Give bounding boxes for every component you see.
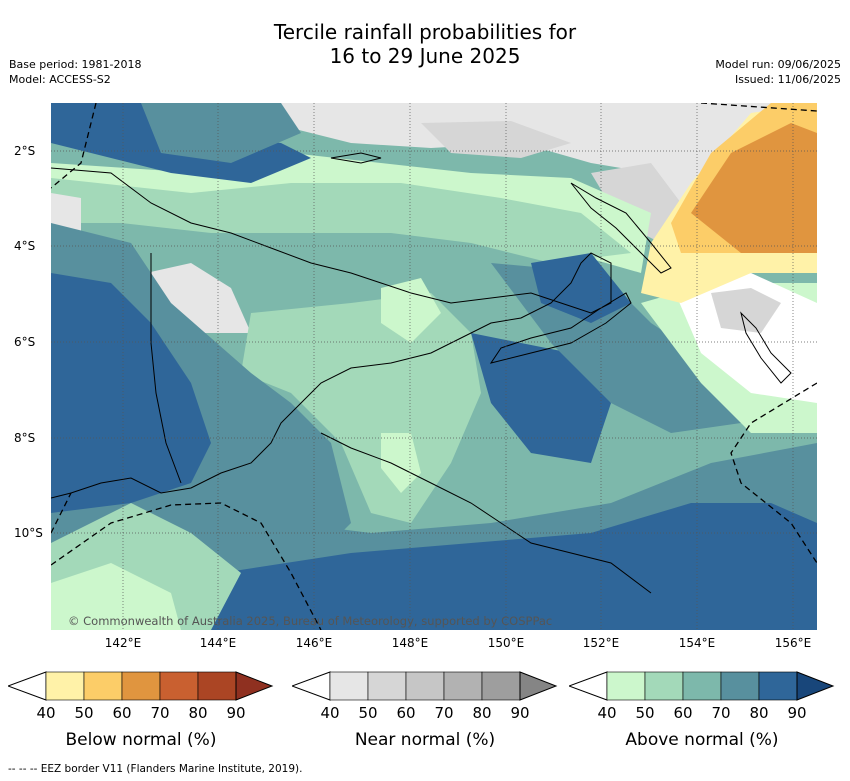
colorbar-near-normal-low-extend: [292, 671, 331, 701]
eez-footer-note: -- -- -- EEZ border V11 (Flanders Marine…: [8, 763, 303, 775]
colorbar-above-normal-swatch-2: [682, 671, 722, 701]
below-normal-legend-title: Below normal (%): [65, 730, 217, 750]
png-border: [150, 253, 182, 484]
png-southeast-coast: [320, 432, 652, 594]
above-normal-tick-50: 50: [635, 704, 655, 722]
near-normal-region-east: [591, 163, 681, 243]
lon-label-146e: 146°E: [295, 636, 333, 650]
meta-left: Base period: 1981-2018 Model: ACCESS-S2: [9, 57, 141, 87]
colorbar-near-normal-swatch-1: [367, 671, 407, 701]
near-normal-tick-40: 40: [320, 704, 340, 722]
lat-label-2s: 2°S: [14, 144, 36, 158]
above-normal-50-band-north: [51, 178, 631, 263]
eez-border-northwest: [51, 103, 97, 189]
below-normal-tick-50: 50: [74, 704, 94, 722]
eez-border-southeast: [730, 382, 817, 564]
base-period: Base period: 1981-2018: [9, 58, 142, 71]
probability-map: [51, 103, 817, 630]
colorbar-near-normal-high-extend: [519, 671, 558, 701]
model-name: Model: ACCESS-S2: [9, 73, 111, 86]
above-normal-40-south: [381, 433, 421, 493]
lon-label-148e: 148°E: [391, 636, 429, 650]
lat-label-6s: 6°S: [14, 335, 36, 349]
legend-below-normal: 40 50 60 70 80 90 Below normal (%): [8, 670, 274, 760]
near-normal-tick-80: 80: [472, 704, 492, 722]
near-normal-tick-60: 60: [396, 704, 416, 722]
above-normal-80-south: [211, 503, 817, 630]
lon-label-150e: 150°E: [487, 636, 525, 650]
lon-label-152e: 152°E: [582, 636, 620, 650]
issued-date: Issued: 11/06/2025: [734, 73, 841, 86]
colorbar-above-normal-high-extend: [796, 671, 835, 701]
above-normal-central: [241, 293, 481, 523]
lat-label-4s: 4°S: [14, 239, 36, 253]
lon-label-154e: 154°E: [678, 636, 716, 650]
colorbar-above-normal-swatch-4: [758, 671, 798, 701]
near-normal-east-patch: [711, 288, 781, 333]
below-normal-tick-70: 70: [150, 704, 170, 722]
near-normal-tick-50: 50: [358, 704, 378, 722]
above-normal-40-band-north: [51, 153, 651, 273]
above-normal-tick-80: 80: [749, 704, 769, 722]
lon-label-156e: 156°E: [774, 636, 812, 650]
colorbar-below-normal-high-extend: [235, 671, 274, 701]
above-normal-tick-70: 70: [711, 704, 731, 722]
above-normal-tick-60: 60: [673, 704, 693, 722]
new-britain-outline: [489, 292, 632, 364]
below-normal-tick-40: 40: [36, 704, 56, 722]
below-normal-60-east: [691, 123, 817, 253]
lat-label-8s: 8°S: [14, 431, 36, 445]
near-normal-tick-90: 90: [510, 704, 530, 722]
colorbar-below-normal: [8, 671, 274, 701]
colorbar-above-normal-swatch-0: [606, 671, 646, 701]
eez-border-west-south: [51, 492, 72, 534]
colorbar-below-normal-swatch-0: [45, 671, 85, 701]
colorbar-near-normal-swatch-3: [443, 671, 483, 701]
bougainville-outline: [740, 311, 792, 384]
copyright-notice: © Commonwealth of Australia 2025, Bureau…: [68, 614, 553, 628]
lat-label-10s: 10°S: [14, 526, 43, 540]
below-normal-tick-80: 80: [188, 704, 208, 722]
colorbar-near-normal-swatch-2: [405, 671, 445, 701]
title-line-1: Tercile rainfall probabilities for: [273, 20, 577, 44]
colorbar-above-normal-swatch-1: [644, 671, 684, 701]
near-normal-legend-title: Near normal (%): [354, 730, 496, 750]
colorbar-below-normal-swatch-4: [197, 671, 237, 701]
manus-island-outline: [330, 152, 382, 164]
lon-label-142e: 142°E: [104, 636, 142, 650]
below-normal-tick-60: 60: [112, 704, 132, 722]
colorbar-near-normal: [292, 671, 558, 701]
above-normal-tick-90: 90: [787, 704, 807, 722]
above-normal-tick-40: 40: [597, 704, 617, 722]
above-normal-legend-title: Above normal (%): [625, 730, 779, 750]
colorbar-below-normal-swatch-3: [159, 671, 199, 701]
eez-border-southwest: [51, 502, 322, 630]
above-normal-40-central: [381, 278, 441, 343]
new-ireland-outline: [570, 182, 672, 274]
legend-above-normal: 40 50 60 70 80 90 Above normal (%): [569, 670, 835, 760]
map-title: Tercile rainfall probabilities for 16 to…: [0, 20, 850, 68]
lon-label-144e: 144°E: [199, 636, 237, 650]
above-normal-70-northwest: [141, 103, 301, 163]
new-guinea-coastline: [51, 167, 612, 499]
meta-right: Model run: 09/06/2025 Issued: 11/06/2025: [715, 57, 841, 87]
colorbar-below-normal-swatch-2: [121, 671, 161, 701]
colorbar-above-normal-low-extend: [569, 671, 608, 701]
colorbar-near-normal-swatch-0: [329, 671, 369, 701]
near-normal-region-north-darker: [421, 121, 571, 158]
colorbar-below-normal-swatch-1: [83, 671, 123, 701]
near-normal-tick-70: 70: [434, 704, 454, 722]
above-normal-40-southwest: [51, 563, 181, 630]
colorbar-above-normal-swatch-3: [720, 671, 760, 701]
above-normal-80-west: [51, 273, 211, 513]
colorbar-near-normal-swatch-4: [481, 671, 521, 701]
below-normal-tick-90: 90: [226, 704, 246, 722]
legend-near-normal: 40 50 60 70 80 90 Near normal (%): [292, 670, 558, 760]
title-line-2: 16 to 29 June 2025: [329, 44, 521, 68]
near-normal-white-east: [671, 273, 817, 403]
model-run: Model run: 09/06/2025: [715, 58, 841, 71]
colorbar-below-normal-low-extend: [8, 671, 47, 701]
near-normal-region-north: [281, 103, 817, 223]
colorbar-above-normal: [569, 671, 835, 701]
